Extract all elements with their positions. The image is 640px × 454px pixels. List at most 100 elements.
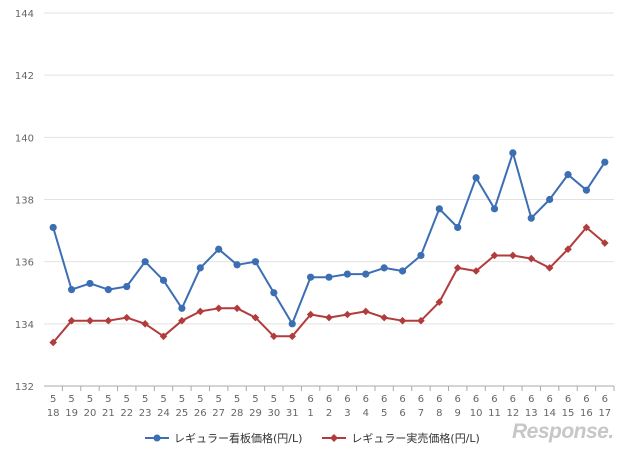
x-tick-day: 26	[194, 408, 207, 419]
data-point	[270, 332, 278, 341]
x-tick-day: 27	[212, 408, 225, 419]
x-tick-month: 6	[583, 394, 589, 405]
x-tick-day: 30	[267, 408, 280, 419]
legend-marker-diamond-icon	[322, 434, 347, 442]
x-tick-month: 5	[142, 394, 148, 405]
data-point	[104, 316, 113, 325]
x-tick-day: 16	[580, 408, 593, 419]
data-point	[306, 310, 315, 319]
data-point	[564, 245, 572, 254]
y-tick-label-136: 136	[15, 258, 34, 269]
x-tick-month: 5	[160, 394, 166, 405]
x-tick-day: 5	[381, 408, 387, 419]
data-point	[527, 254, 536, 263]
data-point	[490, 205, 499, 213]
data-point	[86, 279, 94, 288]
x-tick-day: 12	[507, 408, 520, 419]
x-tick-month: 6	[418, 394, 424, 405]
legend: レギュラー看板価格(円/L) レギュラー実売価格(円/L)	[145, 430, 500, 446]
x-tick-month: 6	[326, 394, 332, 405]
data-point	[564, 171, 572, 179]
data-point	[141, 320, 149, 328]
data-point	[233, 304, 241, 313]
data-point	[104, 286, 112, 294]
data-point	[546, 195, 554, 204]
x-tick-day: 17	[598, 408, 611, 419]
x-tick-day: 11	[488, 408, 501, 419]
data-point	[251, 258, 260, 266]
x-tick-month: 5	[68, 394, 74, 405]
data-point	[307, 273, 315, 281]
x-tick-month: 5	[271, 394, 277, 405]
data-point	[472, 267, 480, 275]
x-tick-day: 20	[84, 408, 97, 419]
data-point	[472, 174, 480, 182]
data-point	[86, 316, 94, 325]
x-tick-month: 6	[399, 394, 405, 405]
x-tick-month: 5	[50, 394, 56, 405]
y-tick-label-140: 140	[15, 133, 34, 144]
x-tick-day: 24	[157, 408, 170, 419]
series-1	[49, 223, 609, 347]
x-tick-day: 25	[176, 408, 189, 419]
series-group	[49, 149, 609, 347]
x-tick-day: 2	[326, 408, 332, 419]
x-tick-month: 5	[124, 394, 130, 405]
data-point	[215, 245, 223, 253]
x-tick-day: 3	[344, 408, 350, 419]
x-tick-month: 6	[363, 394, 369, 405]
x-tick-day: 14	[543, 408, 556, 419]
x-tick-month: 5	[289, 394, 295, 405]
x-tick-month: 5	[252, 394, 258, 405]
x-tick-month: 5	[215, 394, 221, 405]
x-tick-day: 1	[307, 408, 313, 419]
x-tick-month: 6	[565, 394, 571, 405]
x-tick-day: 4	[363, 408, 369, 419]
x-tick-day: 21	[102, 408, 115, 419]
x-tick-month: 5	[197, 394, 203, 405]
data-point	[582, 186, 591, 194]
data-point	[67, 316, 76, 325]
data-point	[582, 223, 591, 232]
data-point	[288, 320, 296, 328]
data-point	[49, 223, 57, 232]
x-tick-month: 5	[87, 394, 93, 405]
y-tick-label-132: 132	[15, 382, 34, 393]
data-point	[398, 316, 407, 325]
data-point	[270, 289, 278, 297]
axes	[44, 385, 615, 391]
x-tick-day: 8	[436, 408, 442, 419]
data-point	[251, 313, 260, 322]
data-point	[141, 258, 149, 266]
y-tick-label-144: 144	[15, 9, 34, 20]
x-tick-day: 28	[231, 408, 244, 419]
x-tick-day: 10	[470, 408, 483, 419]
x-tick-day: 31	[286, 408, 299, 419]
data-point	[67, 286, 76, 294]
x-tick-day: 19	[65, 408, 78, 419]
x-tick-month: 6	[546, 394, 552, 405]
x-tick-month: 6	[381, 394, 387, 405]
data-point	[527, 214, 535, 222]
data-point	[490, 251, 499, 260]
legend-marker-circle-icon	[145, 434, 169, 442]
x-tick-month: 6	[344, 394, 350, 405]
x-tick-month: 6	[510, 394, 516, 405]
data-point	[288, 332, 297, 341]
x-tick-month: 6	[491, 394, 497, 405]
x-tick-month: 6	[473, 394, 479, 405]
data-point	[178, 304, 186, 312]
series-line-0	[52, 151, 606, 325]
response-logo: Response.	[512, 420, 614, 443]
data-point	[601, 158, 609, 166]
data-point	[196, 307, 205, 316]
x-tick-month: 6	[602, 394, 608, 405]
x-tick-day: 13	[525, 408, 538, 419]
x-tick-month: 5	[234, 394, 240, 405]
data-point	[435, 205, 443, 213]
x-tick-day: 29	[249, 408, 262, 419]
series-line-1	[52, 226, 606, 344]
data-point	[233, 261, 241, 269]
data-point	[398, 267, 407, 275]
data-point	[343, 270, 351, 278]
